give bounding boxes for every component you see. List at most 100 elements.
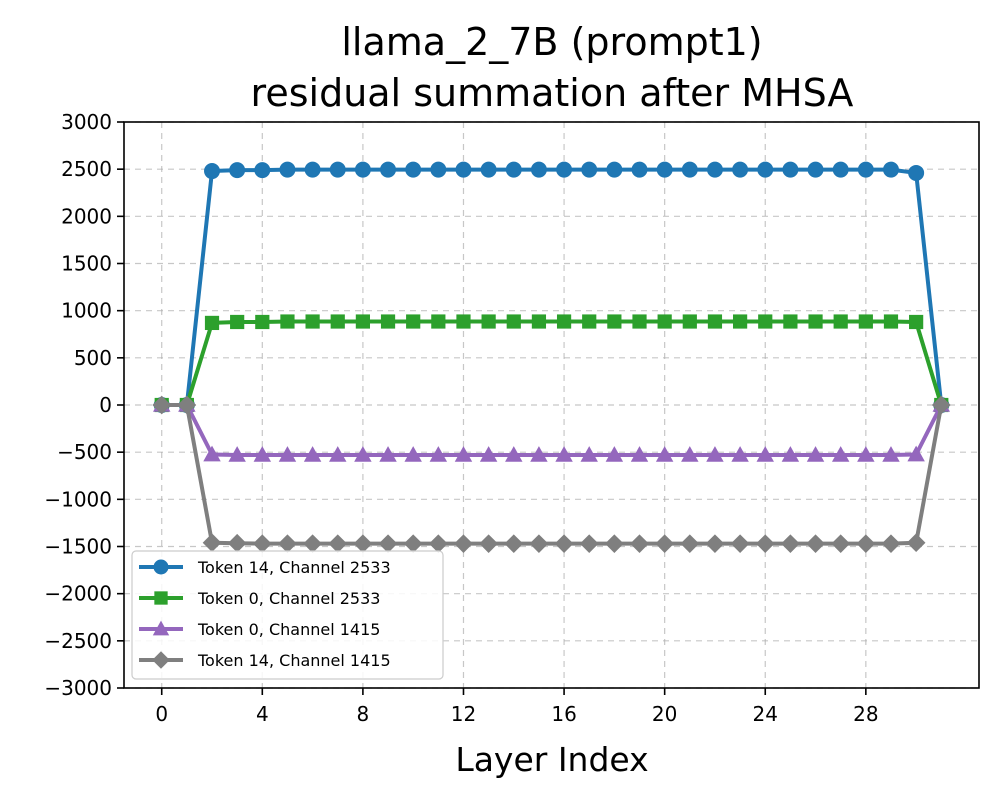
data-point [755,534,775,554]
series-1 [154,314,949,413]
data-point [730,534,750,554]
data-point [681,161,698,178]
data-point [833,314,848,329]
data-point [278,446,297,462]
data-point [430,161,447,178]
data-point [857,161,874,178]
legend-label: Token 14, Channel 1415 [197,651,391,670]
data-point [781,534,800,554]
data-point [504,534,524,554]
data-point [656,161,673,178]
data-point [404,446,422,462]
data-point [756,446,774,462]
data-point [177,395,197,415]
data-point [832,161,849,178]
data-point [909,314,924,330]
y-tick-label: −1500 [44,535,112,559]
data-point [530,161,547,178]
data-point [303,446,322,462]
data-point [456,314,471,329]
data-point [479,446,498,462]
y-tick-label: −1000 [44,487,112,511]
data-point [304,161,321,178]
x-tick-label: 20 [652,702,677,726]
data-point [682,314,697,329]
data-point [782,161,799,178]
data-point [579,534,599,554]
data-point [529,534,549,554]
data-point [882,161,899,178]
legend-marker [154,591,168,605]
data-point [781,446,800,462]
y-tick-label: −3000 [44,676,112,700]
data-point [555,446,573,462]
data-point [405,161,422,178]
data-point [505,161,522,178]
data-point [908,164,925,181]
data-point [228,446,246,462]
data-point [204,315,220,331]
legend-label: Token 0, Channel 2533 [197,589,380,608]
data-point [530,446,548,462]
data-point [883,314,899,329]
data-point [681,446,699,462]
data-point [783,314,798,329]
data-point [733,314,748,329]
chart-title-line1: llama_2_7B (prompt1) [341,20,762,64]
data-point [429,446,448,462]
data-point [858,314,873,329]
data-point [731,446,749,462]
y-tick-label: 1500 [61,252,112,276]
data-point [380,314,396,329]
data-point [605,446,624,462]
x-tick-label: 16 [551,702,576,726]
data-point [582,314,597,329]
series-3 [152,395,951,554]
y-tick-label: 2500 [61,157,112,181]
data-point [379,446,397,462]
data-point [882,446,900,462]
data-point [479,534,498,554]
data-point [554,534,574,554]
legend-marker [153,559,169,575]
y-tick-label: 0 [99,393,112,417]
data-point [354,446,372,462]
data-point [706,161,723,178]
data-point [630,534,649,554]
data-point [807,161,824,178]
data-point [454,446,473,462]
legend-label: Token 14, Channel 2533 [197,558,391,577]
data-point [203,445,221,462]
data-point [531,314,547,329]
data-point [606,161,623,178]
data-point [632,314,647,329]
data-point [480,161,497,178]
data-point [455,161,472,178]
x-tick-label: 8 [357,702,370,726]
y-tick-label: 3000 [61,110,112,134]
data-point [856,534,876,554]
series-group [152,161,951,554]
data-point [581,161,598,178]
data-point [605,534,624,554]
data-point [707,314,723,329]
data-point [806,534,825,554]
data-point [655,534,674,554]
x-tick-label: 0 [155,702,168,726]
data-point [305,314,320,329]
data-point [556,161,573,178]
data-point [931,395,951,415]
data-point [831,446,850,462]
data-point [481,314,496,329]
x-tick-label: 4 [256,702,269,726]
data-point [806,446,825,462]
data-point [204,163,221,180]
data-point [580,446,598,462]
axis-ticks: 0 4 8 12 16 20 24 28 3000 2500 2000 1500 1000 500 0 −50… [44,110,878,726]
data-point [279,161,296,178]
data-point [758,314,773,329]
data-point [732,161,749,178]
legend-box [131,550,444,680]
data-point [607,314,622,329]
data-point [906,533,926,553]
